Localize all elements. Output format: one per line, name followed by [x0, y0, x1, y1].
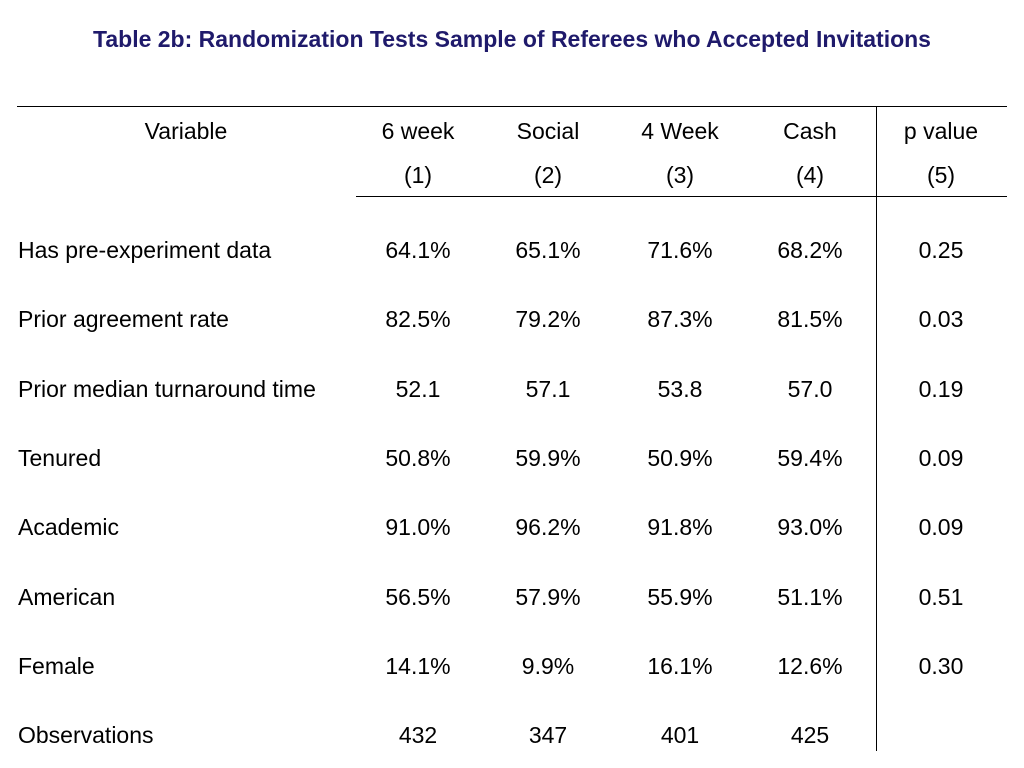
table-cell: 425 [790, 722, 830, 748]
table-cell: 51.1% [777, 584, 843, 610]
header-num-5: (5) [926, 162, 956, 188]
table-cell: 0.03 [918, 306, 964, 332]
row-label: American [18, 584, 116, 610]
table-cell: 401 [660, 722, 700, 748]
table-cell: 91.0% [385, 514, 451, 540]
table-cell: 56.5% [385, 584, 451, 610]
table-cell: 53.8 [657, 376, 703, 402]
table-cell: 9.9% [521, 653, 575, 679]
table-cell: 93.0% [777, 514, 843, 540]
table-cell: 0.30 [918, 653, 964, 679]
table-cell: 79.2% [515, 306, 581, 332]
table-title: Table 2b: Randomization Tests Sample of … [93, 26, 931, 52]
table-cell: 68.2% [777, 237, 843, 263]
table-cell: 14.1% [385, 653, 451, 679]
table-cell: 87.3% [647, 306, 713, 332]
table-cell: 59.9% [515, 445, 581, 471]
header-col-2: Social [516, 118, 580, 144]
table-cell: 0.25 [918, 237, 964, 263]
header-col-3: 4 Week [641, 118, 719, 144]
table-cell: 432 [398, 722, 438, 748]
row-label: Prior median turnaround time [18, 376, 316, 402]
table-cell: 52.1 [395, 376, 441, 402]
header-num-4: (4) [795, 162, 825, 188]
header-variable: Variable [144, 118, 228, 144]
row-label: Female [18, 653, 95, 679]
table-cell: 64.1% [385, 237, 451, 263]
header-num-1: (1) [403, 162, 433, 188]
table-cell: 55.9% [647, 584, 713, 610]
table-cell: 96.2% [515, 514, 581, 540]
table-cell: 57.0 [787, 376, 833, 402]
table-cell: 50.8% [385, 445, 451, 471]
table-cell: 50.9% [647, 445, 713, 471]
table-cell: 0.09 [918, 445, 964, 471]
table-cell: 0.09 [918, 514, 964, 540]
header-col-1: 6 week [381, 118, 455, 144]
table-header-rule [356, 196, 1007, 197]
row-label: Tenured [18, 445, 102, 471]
table-cell: 0.19 [918, 376, 964, 402]
table-cell: 59.4% [777, 445, 843, 471]
row-label: Prior agreement rate [18, 306, 229, 332]
table-vertical-rule [876, 107, 877, 751]
table-top-rule [17, 106, 1007, 107]
header-num-3: (3) [665, 162, 695, 188]
table-cell: 57.9% [515, 584, 581, 610]
row-label: Academic [18, 514, 119, 540]
table-cell: 71.6% [647, 237, 713, 263]
header-col-4: Cash [783, 118, 837, 144]
row-label: Observations [18, 722, 154, 748]
table-cell: 82.5% [385, 306, 451, 332]
row-label: Has pre-experiment data [18, 237, 272, 263]
header-col-5: p value [903, 118, 979, 144]
table-cell: 347 [528, 722, 568, 748]
table-cell: 81.5% [777, 306, 843, 332]
table-cell: 91.8% [647, 514, 713, 540]
header-num-2: (2) [533, 162, 563, 188]
table-cell: 12.6% [777, 653, 843, 679]
table-cell: 57.1 [525, 376, 571, 402]
table-cell: 65.1% [515, 237, 581, 263]
table-cell: 16.1% [647, 653, 713, 679]
table-cell: 0.51 [918, 584, 964, 610]
